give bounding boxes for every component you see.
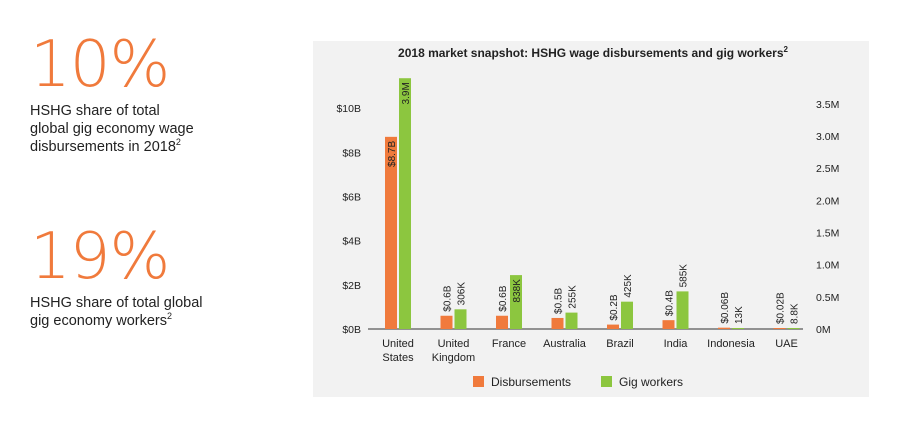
left-axis-tick-label: $6B [342, 191, 361, 203]
gig-workers-bar [732, 328, 744, 329]
disbursements-data-label: $8.7B [387, 141, 398, 167]
gig-workers-data-label: 585K [679, 264, 690, 288]
left-axis-tick-label: $0B [342, 324, 361, 336]
chart-panel: 2018 market snapshot: HSHG wage disburse… [313, 41, 869, 397]
disbursements-bar [607, 324, 619, 329]
gig-workers-data-label: 425K [623, 274, 634, 298]
right-axis-tick-label: 2.5M [816, 163, 839, 175]
gig-workers-bar [454, 309, 467, 329]
category-label: Indonesia [707, 338, 756, 350]
category-label: Australia [543, 338, 587, 350]
category-label: UAE [775, 338, 798, 350]
category-labels: United States United Kingdom France Australia… [382, 338, 798, 364]
gig-workers-bar [787, 328, 800, 329]
stat-wage-share: 10% HSHG share of total global gig econo… [30, 30, 194, 156]
disbursements-bar [551, 317, 564, 329]
gig-workers-data-label: 838K [512, 279, 523, 303]
footnote-marker: 2 [167, 311, 173, 322]
left-axis: $0B $2B $4B $6B $8B $10B [336, 103, 361, 336]
gig-workers-data-label: 13K [734, 306, 745, 324]
legend-swatch-disbursements [473, 376, 484, 387]
right-axis-tick-label: 0.5M [816, 292, 839, 304]
disbursements-data-label: $0.4B [665, 290, 676, 316]
right-axis-tick-label: 2.0M [816, 195, 839, 207]
category-label: France [492, 338, 526, 350]
chart-title-footnote: 2 [784, 45, 789, 54]
category-label: India [664, 338, 689, 350]
stat-description-line: disbursements in 20182 [30, 138, 194, 156]
disbursements-data-label: $0.06B [720, 292, 731, 324]
chart-title: 2018 market snapshot: HSHG wage disburse… [398, 45, 788, 60]
disbursements-data-label: $0.2B [609, 294, 620, 320]
bar-chart: 2018 market snapshot: HSHG wage disburse… [336, 45, 839, 389]
category-label: Brazil [606, 338, 634, 350]
gig-workers-bar [565, 312, 578, 329]
legend-swatch-gig-workers [601, 376, 612, 387]
disbursements-bar [662, 320, 675, 329]
disbursements-data-label: $0.6B [443, 285, 454, 311]
legend-label-disbursements: Disbursements [491, 375, 571, 389]
right-axis-tick-label: 1.5M [816, 228, 839, 240]
left-axis-tick-label: $4B [342, 236, 361, 248]
right-axis-tick-label: 3.5M [816, 99, 839, 111]
gig-workers-data-label: 3.9M [401, 82, 412, 104]
disbursements-data-label: $0.5B [554, 287, 565, 313]
disbursements-data-label: $0.02B [776, 292, 787, 324]
stat-description-wage-share: HSHG share of total global gig economy w… [30, 102, 194, 156]
stat-description-text: disbursements in 2018 [30, 139, 176, 155]
disbursements-bar [496, 315, 508, 329]
stat-value-wage-share: 10% [30, 28, 170, 102]
disbursements-data-label: $0.6B [498, 285, 509, 311]
bars-group: $8.7B3.9M$0.6B 306K $0.6B 838K $0.5B 255K $0.2… [385, 78, 801, 329]
gig-workers-data-label: 8.8K [790, 303, 801, 324]
category-label: States [382, 352, 414, 364]
gig-workers-bar [676, 291, 689, 329]
gig-workers-bar [399, 78, 411, 329]
left-axis-tick-label: $10B [336, 103, 361, 115]
gig-workers-bar [621, 301, 633, 329]
footnote-marker: 2 [175, 137, 181, 148]
right-axis-tick-label: 3.0M [816, 131, 839, 143]
chart-title-text: 2018 market snapshot: HSHG wage disburse… [398, 46, 784, 60]
stat-value-worker-share: 19% [30, 220, 170, 294]
disbursements-bar [440, 315, 453, 329]
stat-worker-share: 19% HSHG share of total global gig econo… [30, 222, 202, 330]
stat-description-line: global gig economy wage [30, 121, 194, 137]
stat-description-line: gig economy workers2 [30, 312, 202, 330]
legend-label-gig-workers: Gig workers [619, 375, 683, 389]
right-axis: 0M 0.5M 1.0M 1.5M 2.0M 2.5M 3.0M 3.5M [816, 99, 839, 336]
category-label: Kingdom [432, 352, 475, 364]
category-label: United [382, 338, 414, 350]
right-axis-tick-label: 1.0M [816, 260, 839, 272]
stat-description-worker-share: HSHG share of total global gig economy w… [30, 294, 202, 330]
gig-workers-bar [510, 275, 522, 329]
disbursements-bar [773, 328, 786, 329]
stat-description-line: HSHG share of total [30, 103, 160, 119]
gig-workers-data-label: 306K [457, 282, 468, 306]
left-axis-tick-label: $2B [342, 280, 361, 292]
stat-description-text: gig economy workers [30, 313, 167, 329]
legend: Disbursements Gig workers [473, 375, 683, 389]
stat-description-line: HSHG share of total global [30, 295, 203, 311]
category-label: United [438, 338, 470, 350]
left-axis-tick-label: $8B [342, 147, 361, 159]
right-axis-tick-label: 0M [816, 324, 831, 336]
disbursements-bar [385, 136, 397, 329]
gig-workers-data-label: 255K [568, 285, 579, 309]
disbursements-bar [718, 327, 730, 329]
